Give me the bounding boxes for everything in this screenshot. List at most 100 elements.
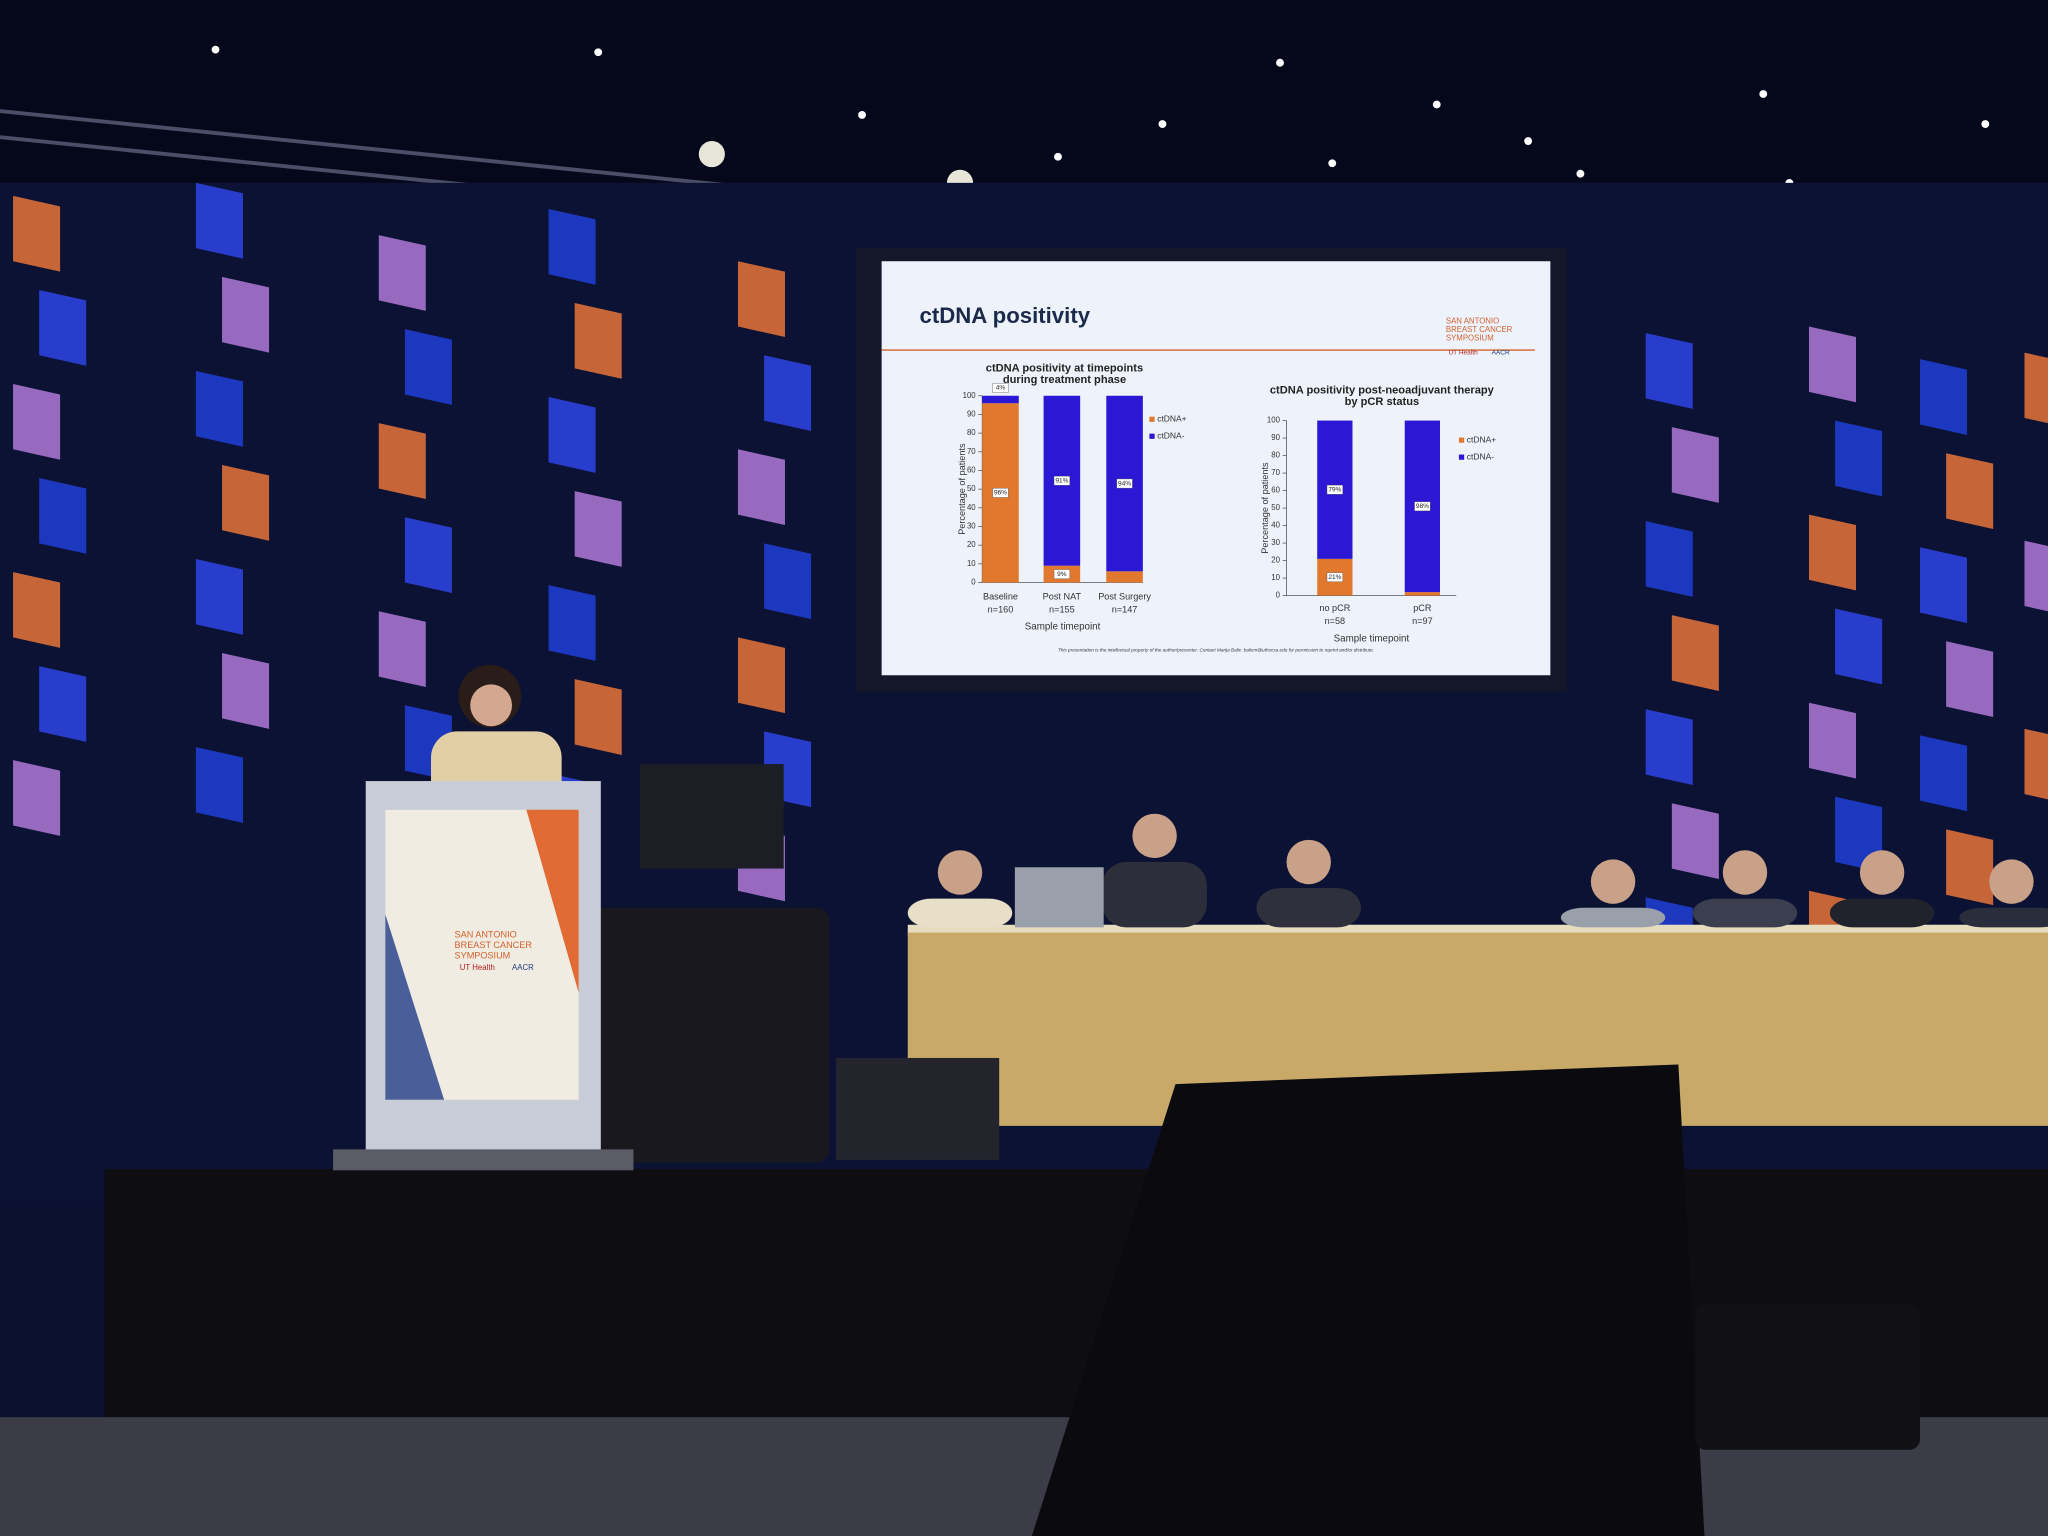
y-tick-label: 90 bbox=[1271, 433, 1280, 442]
spotlight bbox=[698, 141, 725, 168]
wall-panel bbox=[222, 653, 270, 729]
wall-panel bbox=[1808, 702, 1856, 779]
x-tick-count: n=58 bbox=[1325, 616, 1346, 626]
y-tick-label: 20 bbox=[1271, 556, 1280, 565]
wall-panel bbox=[1835, 608, 1883, 685]
podium-logo-text: SYMPOSIUM bbox=[455, 951, 511, 961]
y-tick-label: 60 bbox=[967, 466, 976, 475]
panelist-body bbox=[1102, 862, 1207, 928]
wall-panel bbox=[574, 491, 622, 567]
x-tick-label: Baseline bbox=[983, 591, 1018, 601]
panelist-head bbox=[1989, 859, 2034, 904]
value-label-box bbox=[1326, 484, 1343, 495]
y-tick-label: 0 bbox=[971, 578, 976, 587]
wall-panel bbox=[548, 208, 596, 285]
foreground bbox=[1031, 1064, 1920, 1536]
y-tick-label: 40 bbox=[967, 503, 976, 512]
x-tick-label: Post NAT bbox=[1043, 591, 1082, 601]
laptop bbox=[1014, 867, 1104, 928]
panelist-body bbox=[1692, 898, 1798, 928]
value-label-box bbox=[1053, 569, 1070, 579]
y-tick-label: 60 bbox=[1271, 486, 1280, 495]
value-label-box bbox=[992, 383, 1009, 393]
panelist-head bbox=[937, 850, 983, 895]
slide-title: ctDNA positivity bbox=[920, 303, 1091, 328]
chart-title: by pCR status bbox=[1345, 396, 1420, 408]
wall-panel bbox=[1808, 326, 1856, 403]
wall-panel bbox=[13, 384, 61, 460]
ceiling-light bbox=[1328, 159, 1337, 168]
y-tick-label: 30 bbox=[967, 522, 976, 531]
wall-panel bbox=[222, 276, 270, 353]
x-tick-label: Post Surgery bbox=[1098, 591, 1151, 601]
legend-swatch bbox=[1149, 416, 1155, 422]
wall-panel bbox=[378, 611, 426, 688]
x-tick-count: n=160 bbox=[988, 604, 1014, 614]
y-tick-label: 100 bbox=[1267, 416, 1281, 425]
slide-sponsor: AACR bbox=[1492, 349, 1510, 356]
wall-panel bbox=[574, 679, 622, 755]
value-label: 9% bbox=[1057, 571, 1067, 578]
wall-panel bbox=[39, 478, 87, 554]
y-tick-label: 100 bbox=[963, 391, 977, 400]
wall-panel bbox=[13, 572, 61, 648]
wall-panel bbox=[222, 464, 270, 541]
wall-panel bbox=[548, 585, 596, 661]
wall-panel bbox=[574, 303, 622, 379]
wall-panel bbox=[404, 329, 452, 405]
speaker-face bbox=[470, 684, 512, 727]
y-tick-label: 50 bbox=[1271, 503, 1280, 512]
bar-segment bbox=[1404, 592, 1440, 596]
ceiling-light bbox=[594, 48, 603, 57]
y-tick-label: 70 bbox=[967, 447, 976, 456]
wall-panel bbox=[2024, 728, 2048, 800]
table-top bbox=[907, 924, 2048, 936]
legend-label: ctDNA+ bbox=[1157, 413, 1186, 423]
legend-label: ctDNA- bbox=[1467, 451, 1494, 461]
chart-title: during treatment phase bbox=[1003, 374, 1126, 386]
y-tick-label: 70 bbox=[1271, 468, 1280, 477]
wall-panel bbox=[1671, 615, 1719, 691]
y-tick-label: 90 bbox=[967, 409, 976, 418]
wall-panel bbox=[737, 449, 785, 526]
wall-panel bbox=[548, 397, 596, 473]
bar-segment bbox=[1106, 571, 1143, 583]
panelist-body bbox=[1829, 898, 1935, 928]
value-label: 4% bbox=[996, 385, 1006, 392]
podium-logo-text: SAN ANTONIO bbox=[455, 930, 517, 940]
value-label: 96% bbox=[994, 490, 1007, 497]
wall-panel bbox=[1645, 333, 1693, 409]
chart-title: ctDNA positivity at timepoints bbox=[986, 362, 1143, 374]
stage-speaker bbox=[835, 1057, 1000, 1160]
y-tick-label: 10 bbox=[967, 559, 976, 568]
x-axis-label: Sample timepoint bbox=[1025, 622, 1101, 633]
panelist-body bbox=[907, 898, 1013, 928]
podium-stripe bbox=[526, 809, 579, 993]
wall-panel bbox=[195, 747, 243, 823]
podium-logo-text: BREAST CANCER bbox=[455, 940, 533, 950]
y-axis-label: Percentage of patients bbox=[957, 443, 967, 535]
y-tick-label: 30 bbox=[1271, 538, 1280, 547]
floor-monitor bbox=[1695, 1303, 1920, 1450]
y-tick-label: 10 bbox=[1271, 573, 1280, 582]
wall-panel bbox=[1946, 641, 1994, 718]
ceiling-light bbox=[1276, 58, 1284, 67]
ceiling-light bbox=[1981, 120, 1990, 128]
wall-panel bbox=[764, 543, 812, 620]
x-tick-count: n=97 bbox=[1412, 616, 1433, 626]
ceiling-light bbox=[1158, 120, 1167, 128]
wall-panel bbox=[1671, 803, 1719, 880]
y-tick-label: 20 bbox=[967, 540, 976, 549]
x-tick-label: pCR bbox=[1413, 603, 1432, 613]
wall-panel bbox=[1946, 829, 1994, 906]
value-label: 94% bbox=[1118, 480, 1131, 487]
bar-segment bbox=[982, 395, 1019, 404]
wall-panel bbox=[378, 423, 426, 499]
y-axis-label: Percentage of patients bbox=[1260, 462, 1270, 554]
value-label-box bbox=[1053, 475, 1070, 486]
panelist-head bbox=[1132, 813, 1177, 859]
legend-swatch bbox=[1149, 433, 1155, 439]
wall-panel bbox=[2024, 352, 2048, 424]
